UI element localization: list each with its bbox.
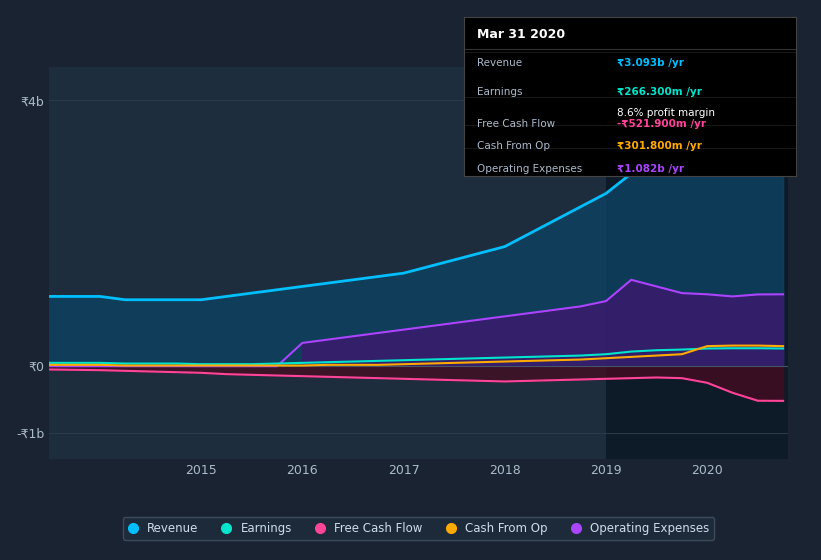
Text: Operating Expenses: Operating Expenses: [477, 164, 582, 174]
Bar: [606, 67, 788, 459]
Text: ₹301.800m /yr: ₹301.800m /yr: [617, 141, 702, 151]
Text: Earnings: Earnings: [477, 87, 523, 97]
Legend: Revenue, Earnings, Free Cash Flow, Cash From Op, Operating Expenses: Revenue, Earnings, Free Cash Flow, Cash …: [123, 517, 714, 539]
Text: ₹1.082b /yr: ₹1.082b /yr: [617, 164, 684, 174]
Text: Revenue: Revenue: [477, 58, 522, 68]
Text: ₹266.300m /yr: ₹266.300m /yr: [617, 87, 702, 97]
Text: -₹521.900m /yr: -₹521.900m /yr: [617, 119, 706, 129]
Text: ₹3.093b /yr: ₹3.093b /yr: [617, 58, 684, 68]
Text: 8.6% profit margin: 8.6% profit margin: [617, 108, 715, 118]
Text: Cash From Op: Cash From Op: [477, 141, 550, 151]
Text: Mar 31 2020: Mar 31 2020: [477, 28, 566, 41]
Text: Free Cash Flow: Free Cash Flow: [477, 119, 555, 129]
